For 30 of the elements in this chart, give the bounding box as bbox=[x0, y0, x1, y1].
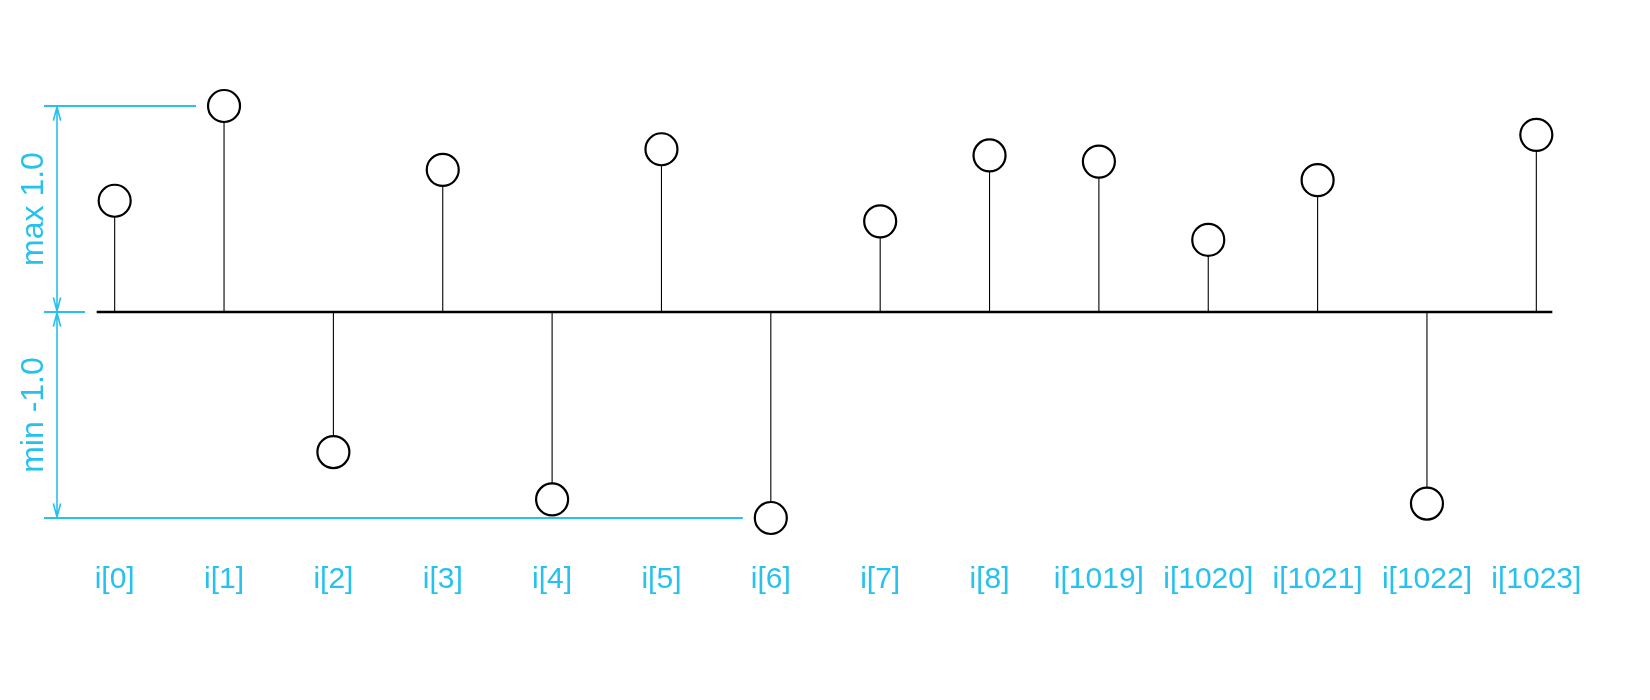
x-tick-label: i[1023] bbox=[1491, 561, 1582, 595]
x-tick-label: i[3] bbox=[422, 561, 463, 595]
point bbox=[316, 434, 351, 470]
x-tick-label: i[1021] bbox=[1272, 561, 1363, 595]
x-tick-label: i[1022] bbox=[1381, 561, 1472, 595]
x-tick-label: i[8] bbox=[969, 561, 1010, 595]
point bbox=[644, 132, 679, 167]
point bbox=[535, 482, 570, 517]
point bbox=[97, 183, 132, 218]
x-tick-label: i[4] bbox=[532, 561, 573, 595]
point bbox=[972, 138, 1007, 173]
x-tick-label: i[7] bbox=[860, 561, 901, 595]
x-tick-label: i[5] bbox=[641, 561, 682, 595]
point bbox=[1519, 117, 1554, 152]
point bbox=[1081, 144, 1116, 179]
ref-line-label: min -1.0 bbox=[13, 357, 50, 473]
x-tick-label: i[1019] bbox=[1053, 561, 1144, 595]
point bbox=[425, 152, 460, 187]
x-tick-label: i[1] bbox=[204, 561, 245, 595]
point bbox=[206, 88, 242, 124]
x-tick-label: i[1020] bbox=[1163, 561, 1254, 595]
x-tick-label: i[6] bbox=[750, 561, 791, 595]
point bbox=[1409, 486, 1445, 521]
x-tick-label: i[2] bbox=[313, 561, 354, 595]
point bbox=[863, 204, 898, 239]
point bbox=[753, 500, 788, 536]
ref-line-label: max 1.0 bbox=[13, 152, 50, 266]
x-tick-label: i[0] bbox=[94, 561, 135, 595]
point bbox=[1191, 222, 1226, 257]
point bbox=[1300, 163, 1335, 198]
